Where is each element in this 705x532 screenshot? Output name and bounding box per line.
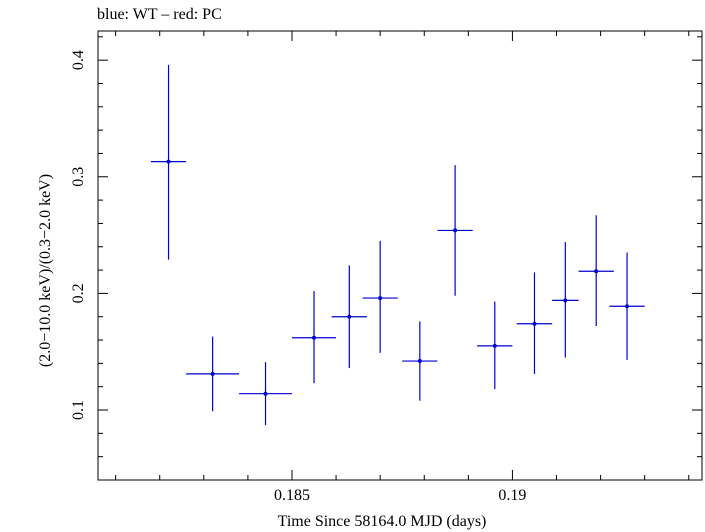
data-point: [578, 215, 614, 327]
x-tick-label: 0.19: [498, 487, 526, 504]
data-point: [362, 240, 398, 353]
point-marker: [378, 296, 383, 301]
point-marker: [453, 228, 458, 233]
data-point: [402, 321, 438, 401]
point-marker: [347, 314, 352, 319]
data-point: [516, 272, 553, 374]
point-marker: [263, 391, 268, 396]
data-point: [186, 336, 240, 412]
data-point: [291, 291, 337, 384]
data-point: [477, 301, 513, 390]
x-axis-label: Time Since 58164.0 MJD (days): [278, 513, 487, 530]
point-marker: [312, 335, 317, 340]
y-tick-label: 0.4: [70, 50, 87, 70]
y-tick-label: 0.2: [70, 283, 87, 303]
point-marker: [594, 269, 599, 274]
axis-ticks: [98, 31, 702, 481]
axis-labels: 0.185 0.19 0.1 0.2 0.3 0.4 Time Since 58164.0 …: [37, 50, 526, 530]
plot-frame: [97, 30, 703, 481]
point-marker: [210, 371, 215, 376]
data-points: [150, 64, 645, 426]
point-marker: [166, 159, 171, 164]
point-marker: [563, 298, 568, 303]
data-point: [150, 64, 187, 260]
data-point: [437, 165, 473, 296]
data-point: [331, 265, 367, 369]
y-tick-label: 0.1: [70, 400, 87, 420]
plot-border: [97, 30, 703, 481]
y-axis-label: (2.0−10.0 keV)/(0.3−2.0 keV): [37, 174, 54, 367]
data-point: [609, 252, 645, 360]
x-tick-label: 0.185: [274, 487, 310, 504]
data-point: [239, 362, 292, 426]
data-point: [552, 242, 579, 358]
chart-title: blue: WT – red: PC: [97, 6, 222, 23]
point-marker: [625, 304, 630, 309]
point-marker: [492, 343, 497, 348]
point-marker: [417, 359, 422, 364]
y-tick-label: 0.3: [70, 167, 87, 187]
point-marker: [532, 321, 537, 326]
